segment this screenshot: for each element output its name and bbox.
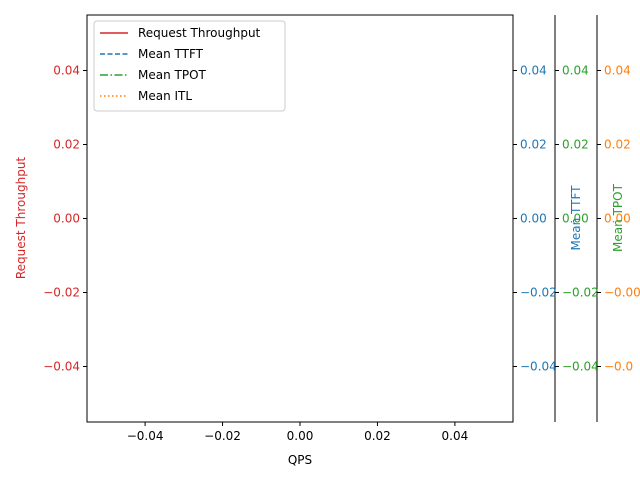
x-tick-label: −0.04 bbox=[127, 429, 164, 443]
x-tick-label: 0.00 bbox=[287, 429, 314, 443]
legend-label: Mean ITL bbox=[138, 89, 192, 103]
y-tick-label: −0.02 bbox=[520, 286, 557, 300]
y-tick-label: 0.00 bbox=[53, 212, 80, 226]
y-tick-label: −0.02 bbox=[43, 286, 80, 300]
y-tick-label: 0.00 bbox=[604, 212, 631, 226]
y-axis-label-request-throughput: Request Throughput bbox=[14, 157, 28, 280]
legend-label: Request Throughput bbox=[138, 26, 261, 40]
y-tick-label: 0.04 bbox=[604, 64, 631, 78]
y-tick-label: −0.00 bbox=[604, 286, 640, 300]
x-tick-label: −0.02 bbox=[204, 429, 241, 443]
y-tick-label: −0.04 bbox=[43, 360, 80, 374]
y-axis-ticks: −0.04−0.020.000.020.04 0.040.020.00−0.02−… bbox=[43, 64, 640, 374]
y-tick-label: 0.00 bbox=[562, 212, 589, 226]
y-tick-label: −0.04 bbox=[562, 360, 599, 374]
y-tick-label: 0.02 bbox=[520, 138, 547, 152]
y-tick-label: 0.02 bbox=[604, 138, 631, 152]
legend: Request Throughput Mean TTFT Mean TPOT Mean… bbox=[93, 20, 286, 112]
legend-label: Mean TPOT bbox=[138, 68, 207, 82]
y-tick-label: 0.02 bbox=[562, 138, 589, 152]
y-tick-label: −0.0 bbox=[604, 360, 633, 374]
x-axis-ticks: −0.04 −0.02 0.00 0.02 0.04 bbox=[127, 422, 469, 443]
x-tick-label: 0.02 bbox=[364, 429, 391, 443]
y-axis-label-mean-ttft: Mean TTFT bbox=[569, 185, 583, 251]
y-tick-label: 0.04 bbox=[520, 64, 547, 78]
y-tick-label: −0.04 bbox=[520, 360, 557, 374]
y-axis-label-mean-tpot: Mean TPOT bbox=[611, 183, 625, 252]
x-tick-label: 0.04 bbox=[442, 429, 469, 443]
y-tick-label: 0.00 bbox=[520, 212, 547, 226]
y-tick-label: −0.02 bbox=[562, 286, 599, 300]
y-tick-label: 0.04 bbox=[53, 64, 80, 78]
x-axis-label: QPS bbox=[288, 453, 312, 467]
legend-box bbox=[93, 20, 286, 112]
legend-label: Mean TTFT bbox=[138, 47, 204, 61]
y-tick-label: 0.02 bbox=[53, 138, 80, 152]
y-tick-label: 0.04 bbox=[562, 64, 589, 78]
